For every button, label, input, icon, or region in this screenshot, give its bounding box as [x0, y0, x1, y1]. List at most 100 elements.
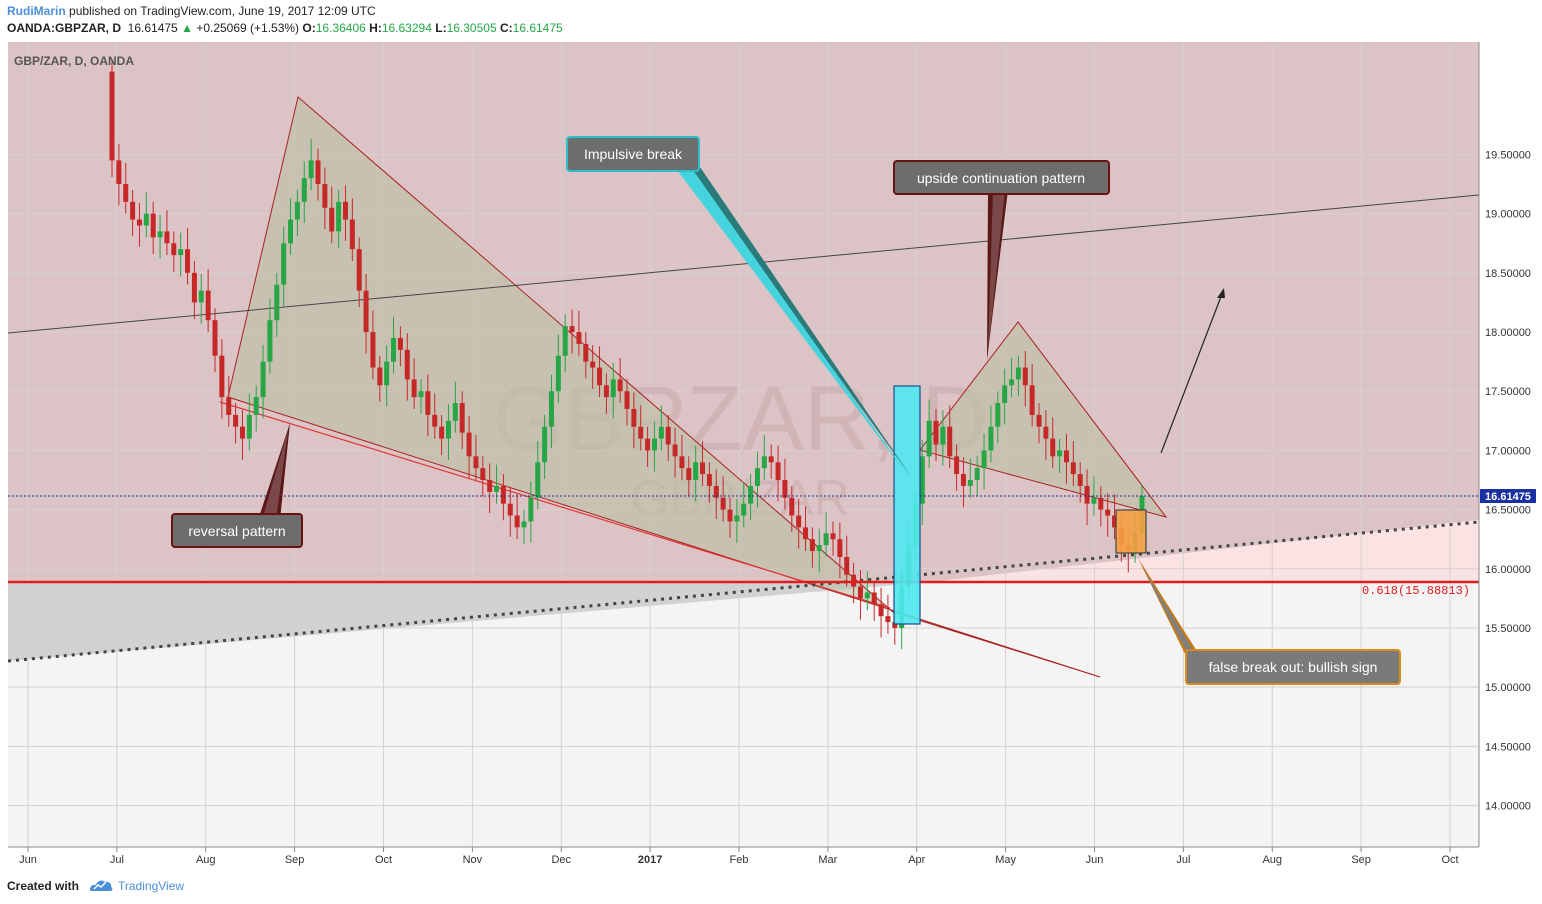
candle-body [789, 497, 795, 516]
author-link[interactable]: RudiMarin [7, 4, 66, 18]
high-label: H: [369, 21, 382, 35]
candle-body [411, 379, 417, 398]
candle-body [754, 468, 760, 486]
candle-body [164, 231, 170, 244]
candle-body [960, 474, 966, 486]
candle-body [1077, 474, 1083, 486]
candle-body [871, 592, 877, 605]
candle-body [473, 456, 479, 469]
ohlc-line: OANDA:GBPZAR, D 16.61475 ▲ +0.25069 (+1.… [7, 21, 563, 35]
candle-body [686, 468, 692, 481]
symbol-interval: OANDA:GBPZAR, D [7, 21, 121, 35]
candle-body [624, 391, 630, 409]
candle-body [651, 438, 657, 451]
candle-body [658, 426, 664, 439]
time-tick-label: Sep [1351, 854, 1371, 866]
time-tick-label: Dec [551, 854, 571, 866]
candle-body [356, 249, 362, 291]
candle-body [727, 509, 733, 522]
candle-body [734, 515, 740, 522]
low-label: L: [435, 21, 447, 35]
candle-body [706, 474, 712, 486]
candle-body [1084, 485, 1090, 504]
callout-pointer-continuation-fill [988, 190, 1005, 352]
candle-body [741, 503, 747, 516]
candle-body [940, 426, 946, 445]
candle-body [844, 556, 850, 575]
candle-body [178, 249, 184, 256]
candle-body [1022, 367, 1028, 386]
candle-body [830, 533, 836, 540]
candle-body [562, 326, 568, 356]
time-tick-label: Oct [375, 854, 392, 866]
candle-body [281, 243, 287, 285]
candle-body [1002, 385, 1008, 404]
candle-body [761, 456, 767, 469]
candle-body [796, 515, 802, 528]
candle-body [892, 622, 898, 628]
tradingview-link[interactable]: TradingView [118, 879, 185, 893]
candle-body [995, 403, 1001, 427]
callout-reversal-text: reversal pattern [188, 523, 285, 539]
callout-false-breakout [1185, 649, 1401, 685]
candle-body [308, 160, 314, 179]
open-label: O: [302, 21, 316, 35]
time-axis[interactable]: Jun Jul Aug Sep Oct Nov Dec 2017 Feb Mar Apr May Jun… [19, 847, 1459, 866]
candle-body [823, 533, 829, 546]
candle-body [136, 219, 142, 226]
callout-continuation-text: upside continuation pattern [917, 170, 1085, 186]
candle-body [239, 426, 245, 439]
candle-body [445, 420, 451, 439]
candle-body [301, 178, 307, 202]
candle-body [185, 249, 191, 273]
candle-body [967, 480, 973, 486]
candle-body [1057, 450, 1063, 457]
candle-body [233, 414, 239, 427]
last-price: 16.61475 [127, 21, 178, 35]
high-value: 16.63294 [381, 21, 432, 35]
candle-body [665, 426, 671, 445]
fib-label: 0.618(15.88813) [1362, 584, 1470, 598]
candle-body [439, 426, 445, 439]
candle-body [988, 426, 994, 451]
candle-body [480, 468, 486, 481]
candle-body [617, 379, 623, 392]
callout-pointer-reversal [258, 423, 290, 520]
candle-body [143, 213, 149, 226]
candle-body [1029, 385, 1035, 415]
candle-body [294, 201, 300, 220]
candle-body [542, 426, 548, 463]
callout-pointer-falsebreak [1138, 558, 1200, 656]
candle-body [253, 397, 259, 415]
candle-body [816, 545, 822, 552]
candle-body [500, 485, 506, 504]
time-tick-label: Aug [196, 854, 216, 866]
candle-body [1036, 414, 1042, 427]
candle-body [610, 379, 616, 398]
candle-body [109, 71, 115, 161]
candle-body [521, 521, 527, 528]
candle-body [590, 361, 596, 368]
time-tick-label: May [995, 854, 1016, 866]
candle-body [1050, 438, 1056, 457]
price-axis[interactable]: 19.50000 19.00000 18.50000 18.00000 17.50000… [1485, 149, 1531, 812]
candle-body [535, 462, 541, 498]
candle-body [391, 337, 397, 362]
false-breakout-highlight [1115, 509, 1147, 554]
time-tick-label: Aug [1262, 854, 1282, 866]
candle-body [713, 485, 719, 498]
candle-body [425, 391, 431, 415]
callout-reversal [171, 513, 303, 548]
price-tick-label: 14.00000 [1485, 801, 1531, 813]
price-tick-label: 15.00000 [1485, 682, 1531, 694]
candle-body [1105, 509, 1111, 516]
footer: Created with TradingView [0, 870, 1542, 904]
candle-body [363, 290, 369, 333]
candle-body [974, 468, 980, 481]
candle-body [878, 604, 884, 617]
open-value: 16.36406 [315, 21, 366, 35]
candle-body [933, 420, 939, 445]
candle-body [1112, 515, 1118, 528]
candle-body [260, 361, 266, 398]
